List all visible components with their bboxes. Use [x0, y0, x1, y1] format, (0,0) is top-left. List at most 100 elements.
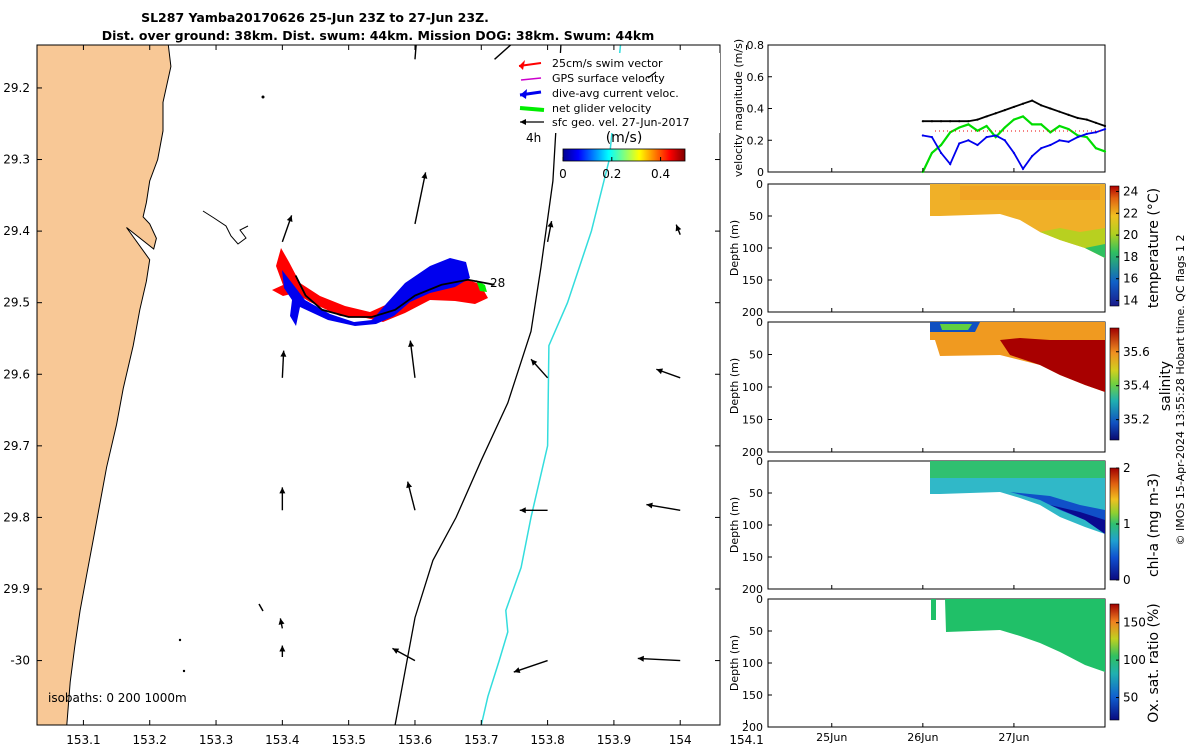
time-tick-label: 25Jun: [816, 731, 847, 744]
depth-tick-label: 100: [742, 657, 763, 670]
map-x-tick-label: 153.1: [66, 733, 100, 747]
velocity-point: [930, 135, 934, 139]
depth-tick-label: 0: [756, 178, 763, 191]
velocity-point: [921, 134, 924, 137]
velocity-point: [1067, 140, 1070, 143]
legend-label: sfc geo. vel. 27-Jun-2017: [552, 116, 689, 129]
map-x-tick-label: 154.1: [729, 733, 763, 747]
depth-tick-label: 150: [742, 414, 763, 427]
isobath-1000m-line: [480, 45, 622, 725]
map-x-tick-label: 154: [669, 733, 692, 747]
oxygen-early-profile: [931, 599, 936, 620]
temperature-depth-label: Depth (m): [728, 220, 741, 276]
oxygen-section: [945, 599, 1105, 672]
velocity-y-tick-label: 0: [757, 166, 764, 179]
velocity-point: [985, 124, 988, 128]
current-vector-shaft: [637, 657, 681, 662]
current-vector-arrow: [546, 220, 554, 242]
current-vector-head: [675, 224, 682, 232]
velocity-point: [985, 135, 988, 139]
velocity-point: [949, 120, 952, 123]
time-tick-label: 27Jun: [998, 731, 1029, 744]
map-x-tick-label: 153.4: [265, 733, 299, 747]
depth-tick-label: 50: [749, 625, 763, 638]
swim-vector-band: [272, 248, 488, 322]
chla-y-ticks: 0 50 100 150 200: [742, 455, 772, 596]
current-vector-arrow: [279, 645, 286, 657]
current-vector-head: [519, 507, 526, 514]
speed-colorbar-tick-label: 0.4: [651, 167, 670, 181]
current-vector-head: [421, 172, 428, 179]
legend-swim-arrowhead: [519, 60, 525, 70]
velocity-point: [1003, 139, 1006, 142]
velocity-panel: 0 0.2 0.4 0.6 0.8 velocity magnitude (m/s): [732, 39, 1107, 179]
current-vector-shaft: [409, 340, 416, 378]
velocity-point: [1058, 124, 1061, 128]
velocity-point: [1058, 139, 1061, 142]
legend-entry-swim-vector: 25cm/s swim vector: [518, 57, 663, 70]
velocity-point: [1094, 121, 1097, 124]
colorbar-tick-label: 35.2: [1123, 413, 1150, 427]
velocity-point: [967, 120, 970, 123]
velocity-point: [1067, 113, 1070, 116]
chla-surface-layer: [930, 461, 1105, 478]
legend-label: GPS surface velocity: [552, 72, 665, 85]
velocity-point: [1012, 118, 1016, 121]
velocity-point: [958, 120, 961, 123]
depth-tick-label: 200: [742, 306, 763, 319]
speed-colorbar-tick-label: 0: [559, 167, 567, 181]
chla-colorbar-label: chl-a (mg m-3): [1146, 473, 1162, 577]
islet-marker: [178, 638, 182, 642]
temperature-bottom-layer: [1085, 244, 1105, 258]
velocity-point: [930, 151, 934, 155]
current-vector-head: [280, 350, 287, 357]
map-y-tick-label: 29.9: [3, 582, 30, 596]
legend-background: [507, 53, 720, 133]
legend-scale-label: 4h: [526, 131, 541, 145]
velocity-point: [976, 118, 979, 121]
chla-panel: 0 50 100 150 200 Depth (m) 0 1 2 chl-a (mg m-3…: [728, 455, 1162, 596]
temperature-panel: 0 50 100 150 200 Depth (m) 14 16 18 20 22 24 temp…: [728, 178, 1162, 319]
time-x-ticks: 25Jun 26Jun 27Jun: [816, 168, 1030, 744]
current-vector-head: [278, 618, 285, 625]
speed-colorbar: (m/s) 0 0.2 0.4: [559, 130, 686, 181]
map-y-tick-label: 29.8: [3, 510, 30, 524]
current-vector-arrow: [408, 340, 416, 378]
geostrophic-vectors: [278, 45, 682, 673]
depth-tick-label: 0: [756, 455, 763, 468]
velocity-point: [1031, 155, 1034, 158]
estuary-inlet: [202, 210, 249, 245]
velocity-axes-frame: [767, 44, 1106, 173]
depth-tick-label: 100: [742, 519, 763, 532]
map-legend: 25cm/s swim vector GPS surface velocity …: [507, 53, 720, 145]
depth-tick-label: 0: [756, 593, 763, 606]
map-panel: 153.1 153.2 153.3 153.4 153.5 153.6 153.7 153.8…: [3, 44, 764, 747]
map-x-tick-label: 153.3: [199, 733, 233, 747]
legend-scale-arrow: [647, 71, 657, 79]
map-x-tick-label: 153.6: [398, 733, 432, 747]
oxygen-depth-label: Depth (m): [728, 635, 741, 691]
map-y-tick-label: 29.2: [3, 81, 30, 95]
velocity-point: [1012, 105, 1016, 109]
oxygen-colorbar-ticks: 50 100 150: [1116, 616, 1146, 705]
velocity-point: [1003, 126, 1006, 129]
current-vector-arrow: [637, 655, 681, 662]
depth-tick-label: 0: [756, 316, 763, 329]
depth-tick-label: 150: [742, 689, 763, 702]
velocity-point: [949, 162, 952, 166]
velocity-point: [1103, 124, 1107, 128]
velocity-series: [921, 99, 1107, 174]
colorbar-tick-label: 150: [1123, 616, 1146, 630]
land-polygon: [37, 45, 172, 725]
velocity-point: [994, 112, 997, 115]
current-vector-head: [547, 221, 554, 228]
velocity-y-tick-label: 0.2: [747, 134, 765, 147]
colorbar-tick-label: 50: [1123, 691, 1138, 705]
colorbar-tick-label: 22: [1123, 206, 1138, 220]
current-vector-head: [531, 359, 538, 366]
legend-entry-dive-avg: dive-avg current veloc.: [519, 87, 679, 100]
imos-credit: © IMOS 15-Apr-2024 13:55:28 Hobart time.…: [1174, 235, 1187, 546]
glider-track: [272, 248, 495, 326]
current-vector-arrow: [281, 215, 293, 243]
velocity-point: [1085, 135, 1088, 139]
